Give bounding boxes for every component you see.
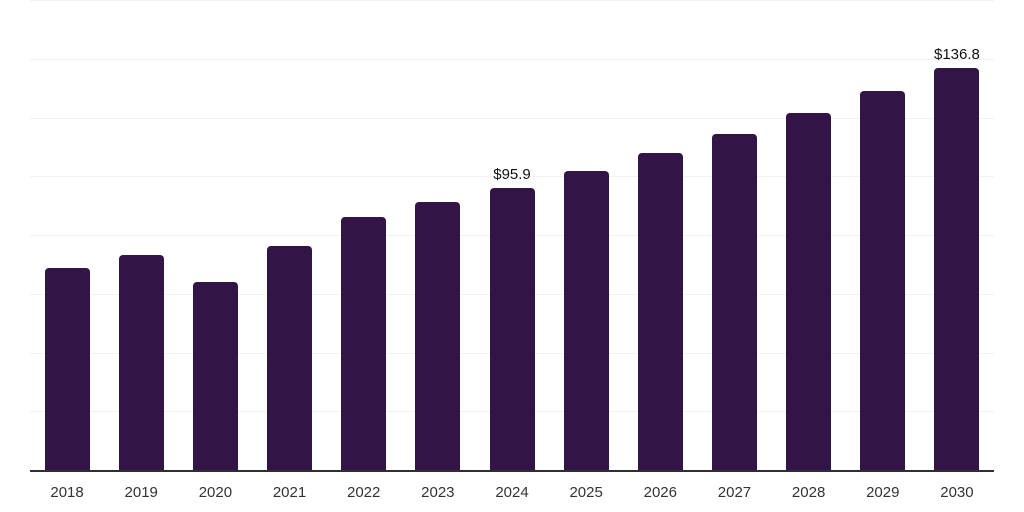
x-tick-label-2025: 2025 [569,484,603,501]
gridline [30,117,994,119]
bar-2021 [267,245,313,470]
gridline [30,0,994,1]
x-tick-label-2021: 2021 [272,484,307,501]
x-tick-label-2026: 2026 [643,484,677,501]
bar-2020 [192,281,238,470]
x-tick-label-2022: 2022 [347,484,381,501]
bar-2029 [860,91,906,470]
x-tick-label-2024: 2024 [495,484,529,501]
bar-2023 [415,202,461,470]
bar-2022 [341,217,387,470]
x-tick-label-2030: 2030 [940,484,974,501]
x-tick-label-2019: 2019 [124,484,158,501]
plot-area: $95.9 $136.8 [30,0,994,472]
x-tick-label-2018: 2018 [50,484,84,501]
bar-2018 [44,267,90,470]
gridline [30,176,994,178]
x-tick-label-2028: 2028 [791,484,826,501]
bar-2019 [118,254,164,470]
x-tick-label-2020: 2020 [198,484,233,501]
data-label-2024: $95.9 [493,166,531,184]
bar-2027 [711,133,757,470]
x-axis: 2018 2019 2020 2021 2022 2023 2024 2025 2026 2027… [30,484,994,504]
x-tick-label-2029: 2029 [866,484,900,501]
bar-2028 [786,113,832,470]
bar-2024 [489,188,535,470]
bar-2030 [934,68,980,470]
x-tick-label-2027: 2027 [717,484,752,501]
bar-2025 [563,171,609,470]
data-label-2030: $136.8 [933,46,980,64]
x-tick-label-2023: 2023 [421,484,455,501]
bar-2026 [637,152,683,470]
gridline [30,58,994,60]
